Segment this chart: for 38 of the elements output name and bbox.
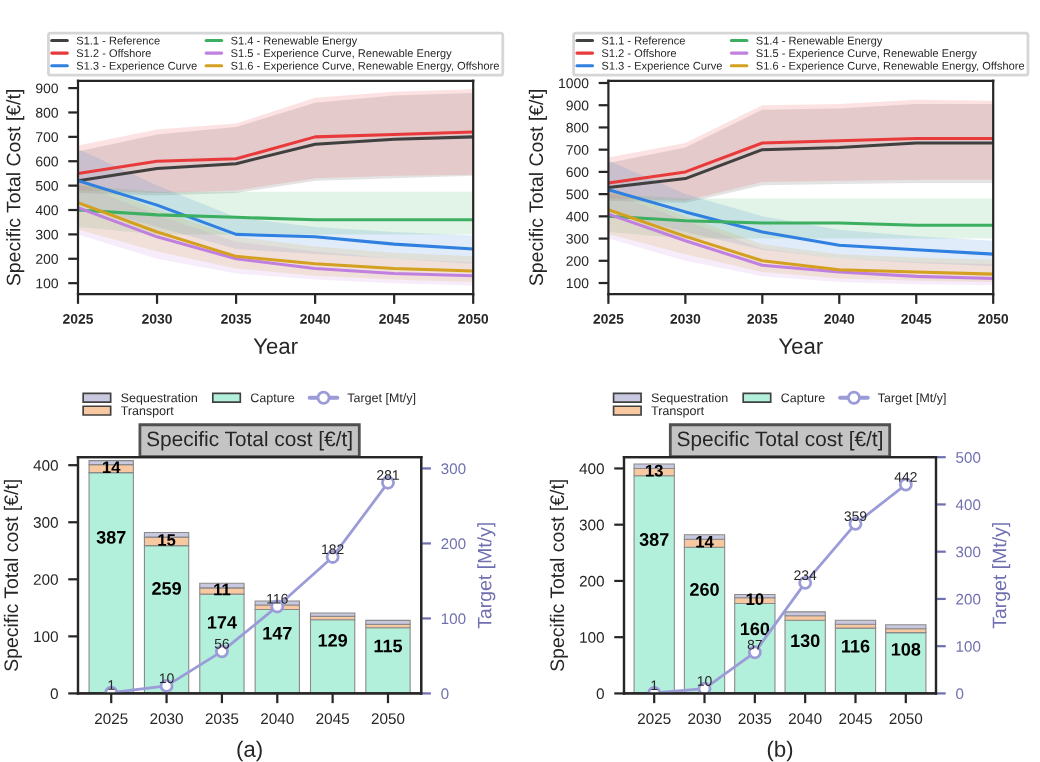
data-label: 108 [891,642,921,656]
data-label: 13 [645,464,663,477]
data-label: 10 [746,593,764,606]
y-axis-title: Specific Total Cost [€/t] [528,90,547,286]
bar [683,534,726,540]
data-label: 259 [152,582,181,595]
data-label: 387 [639,533,669,546]
data-label: 260 [690,583,719,596]
bar [633,475,675,694]
data-label: 160 [740,622,770,636]
data-label: 130 [791,634,820,648]
bar [143,531,190,538]
data-label: 174 [208,616,237,629]
data-label: 147 [263,626,292,640]
x-axis-title: Year [778,338,823,354]
chart-title: Specific Total cost [€/t] [677,430,882,451]
text: (b) [767,740,793,762]
line-series [608,188,994,256]
y2-axis-title: Target [Mt/y] [992,523,1011,629]
data-label: 14 [102,461,121,473]
x-axis-title: Year [253,338,298,354]
chart-title: Specific Total cost [€/t] [147,430,352,451]
data-label: 14 [696,536,714,548]
y2-axis-title: Target [Mt/y] [477,523,496,629]
line-series [78,135,474,183]
data-label: 15 [158,534,176,546]
line-series [78,130,474,175]
bar [88,472,134,694]
data-label: 387 [96,530,126,544]
text: (a) [237,740,262,762]
data-label: 11 [214,583,231,596]
line-series [78,179,474,251]
data-label: 129 [318,633,348,647]
y-axis-title: Specific Total cost [€/t] [549,480,568,671]
y-axis-title: Specific Total Cost [€/t] [6,90,25,286]
data-label: 115 [374,639,403,653]
data-label: 116 [842,639,870,653]
y-axis-title: Specific Total cost [€/t] [3,480,22,671]
